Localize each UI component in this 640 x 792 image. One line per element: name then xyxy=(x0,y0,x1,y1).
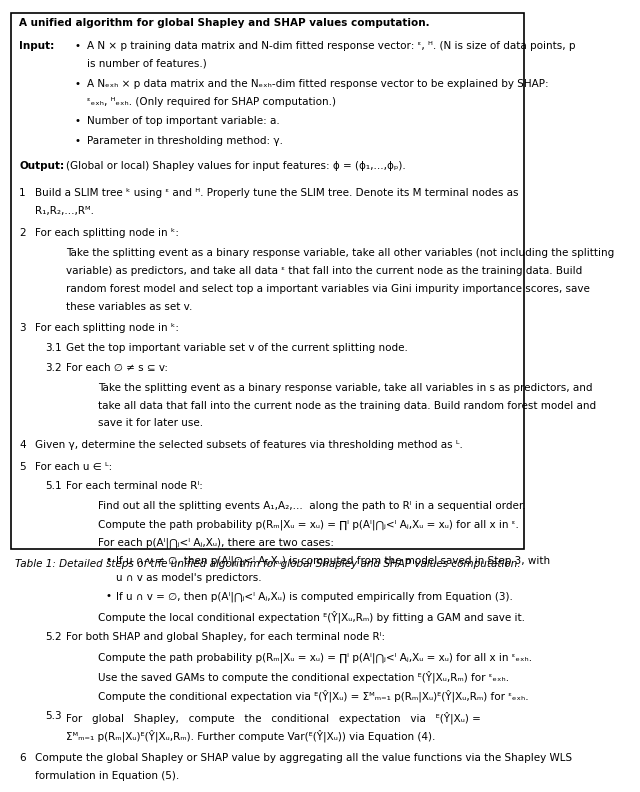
Text: Use the saved GAMs to compute the conditional expectation ᴱ(Ŷ|Xᵤ,Rₘ) for ᵋₑₓₕ.: Use the saved GAMs to compute the condit… xyxy=(98,670,509,683)
Text: Compute the conditional expectation via ᴱ(Ŷ|Xᵤ) = Σᴹₘ₌₁ p(Rₘ|Xᵤ)ᴱ(Ŷ|Xᵤ,Rₘ) for ᵋ: Compute the conditional expectation via … xyxy=(98,690,529,703)
Text: random forest model and select top a important variables via Gini impurity impor: random forest model and select top a imp… xyxy=(67,284,590,294)
Text: these variables as set v.: these variables as set v. xyxy=(67,302,193,311)
Text: Input:: Input: xyxy=(19,41,54,51)
Text: For each ∅ ≠ s ⊆ v:: For each ∅ ≠ s ⊆ v: xyxy=(67,363,168,373)
Text: 2: 2 xyxy=(19,228,26,238)
Text: formulation in Equation (5).: formulation in Equation (5). xyxy=(35,771,179,781)
Text: Build a SLIM tree ᵏ using ᵋ and ᴴ. Properly tune the SLIM tree. Denote its M ter: Build a SLIM tree ᵏ using ᵋ and ᴴ. Prope… xyxy=(35,188,518,198)
Text: For each splitting node in ᵏ:: For each splitting node in ᵏ: xyxy=(35,323,179,333)
Text: •: • xyxy=(106,591,111,601)
Text: is number of features.): is number of features.) xyxy=(87,59,207,69)
Text: Output:: Output: xyxy=(19,162,65,171)
Text: Table 1: Detailed steps of the unified algorithm for global Shapley and SHAP val: Table 1: Detailed steps of the unified a… xyxy=(15,559,520,569)
Text: (Global or local) Shapley values for input features: ϕ = (ϕ₁,...,ϕₚ).: (Global or local) Shapley values for inp… xyxy=(67,162,406,171)
Text: •: • xyxy=(74,116,80,127)
Text: R₁,R₂,...,Rᴹ.: R₁,R₂,...,Rᴹ. xyxy=(35,207,94,216)
Text: Take the splitting event as a binary response variable, take all variables in s : Take the splitting event as a binary res… xyxy=(98,383,592,393)
Text: Compute the path probability p(Rₘ|Xᵤ = xᵤ) = ∏ᴵ p(Aᴵ|⋂ⱼ<ᴵ Aⱼ,Xᵤ = xᵤ) for all x : Compute the path probability p(Rₘ|Xᵤ = x… xyxy=(98,652,532,663)
Text: •: • xyxy=(74,78,80,89)
Text: Compute the path probability p(Rₘ|Xᵤ = xᵤ) = ∏ᴵ p(Aᴵ|⋂ⱼ<ᴵ Aⱼ,Xᵤ = xᵤ) for all x : Compute the path probability p(Rₘ|Xᵤ = x… xyxy=(98,519,518,530)
Text: A unified algorithm for global Shapley and SHAP values computation.: A unified algorithm for global Shapley a… xyxy=(19,17,430,28)
Text: 3: 3 xyxy=(19,323,26,333)
Text: 6: 6 xyxy=(19,753,26,763)
Text: u ∩ v as model's predictors.: u ∩ v as model's predictors. xyxy=(116,573,262,583)
Text: Σᴹₘ₌₁ p(Rₘ|Xᵤ)ᴱ(Ŷ|Xᵤ,Rₘ). Further compute Var(ᴱ(Ŷ|Xᵤ)) via Equation (4).: Σᴹₘ₌₁ p(Rₘ|Xᵤ)ᴱ(Ŷ|Xᵤ,Rₘ). Further comput… xyxy=(67,729,436,742)
Text: If u ∩ v ≠ ∅, then p(Aᴵ|⋂ⱼ<ᴵ Aⱼ,Xᵤ) is computed from the model saved in Step 3, : If u ∩ v ≠ ∅, then p(Aᴵ|⋂ⱼ<ᴵ Aⱼ,Xᵤ) is c… xyxy=(116,555,550,565)
Text: For each terminal node Rᴵ:: For each terminal node Rᴵ: xyxy=(67,482,204,491)
Text: For each u ∈ ᴸ:: For each u ∈ ᴸ: xyxy=(35,462,112,471)
Text: •: • xyxy=(106,555,111,565)
Text: Find out all the splitting events A₁,A₂,...  along the path to Rᴵ in a sequentia: Find out all the splitting events A₁,A₂,… xyxy=(98,501,525,511)
Text: For each p(Aᴵ|⋂ⱼ<ᴵ Aⱼ,Xᵤ), there are two cases:: For each p(Aᴵ|⋂ⱼ<ᴵ Aⱼ,Xᵤ), there are two… xyxy=(98,537,333,547)
Text: 4: 4 xyxy=(19,440,26,450)
Text: A Nₑₓₕ × p data matrix and the Nₑₓₕ-dim fitted response vector to be explained b: A Nₑₓₕ × p data matrix and the Nₑₓₕ-dim … xyxy=(87,78,549,89)
Text: 5.2: 5.2 xyxy=(45,632,62,642)
Text: For   global   Shapley,   compute   the   conditional   expectation   via   ᴱ(Ŷ|: For global Shapley, compute the conditio… xyxy=(67,711,481,724)
Text: For each splitting node in ᵏ:: For each splitting node in ᵏ: xyxy=(35,228,179,238)
Text: Take the splitting event as a binary response variable, take all other variables: Take the splitting event as a binary res… xyxy=(67,248,614,257)
Text: variable) as predictors, and take all data ᵋ that fall into the current node as : variable) as predictors, and take all da… xyxy=(67,265,582,276)
Text: •: • xyxy=(74,136,80,147)
Text: 3.2: 3.2 xyxy=(45,363,62,373)
Text: If u ∩ v = ∅, then p(Aᴵ|⋂ⱼ<ᴵ Aⱼ,Xᵤ) is computed empirically from Equation (3).: If u ∩ v = ∅, then p(Aᴵ|⋂ⱼ<ᴵ Aⱼ,Xᵤ) is c… xyxy=(116,591,513,602)
Text: •: • xyxy=(74,41,80,51)
Text: Parameter in thresholding method: γ.: Parameter in thresholding method: γ. xyxy=(87,136,284,147)
Text: ᵋₑₓₕ, ᴴₑₓₕ. (Only required for SHAP computation.): ᵋₑₓₕ, ᴴₑₓₕ. (Only required for SHAP comp… xyxy=(87,97,336,107)
Text: 5.1: 5.1 xyxy=(45,482,62,491)
Text: 1: 1 xyxy=(19,188,26,198)
FancyBboxPatch shape xyxy=(12,13,524,550)
Text: Get the top important variable set v of the current splitting node.: Get the top important variable set v of … xyxy=(67,343,408,353)
Text: 5: 5 xyxy=(19,462,26,471)
Text: For both SHAP and global Shapley, for each terminal node Rᴵ:: For both SHAP and global Shapley, for ea… xyxy=(67,632,385,642)
Text: 5.3: 5.3 xyxy=(45,711,62,722)
Text: A N × p training data matrix and N-dim fitted response vector: ᵋ, ᴴ. (N is size : A N × p training data matrix and N-dim f… xyxy=(87,41,576,51)
Text: Number of top important variable: a.: Number of top important variable: a. xyxy=(87,116,280,127)
Text: Given γ, determine the selected subsets of features via thresholding method as ᴸ: Given γ, determine the selected subsets … xyxy=(35,440,463,450)
Text: save it for later use.: save it for later use. xyxy=(98,418,203,428)
Text: take all data that fall into the current node as the training data. Build random: take all data that fall into the current… xyxy=(98,401,596,410)
Text: Compute the global Shapley or SHAP value by aggregating all the value functions : Compute the global Shapley or SHAP value… xyxy=(35,753,572,763)
Text: 3.1: 3.1 xyxy=(45,343,62,353)
Text: Compute the local conditional expectation ᴱ(Ŷ|Xᵤ,Rₘ) by fitting a GAM and save i: Compute the local conditional expectatio… xyxy=(98,611,525,623)
